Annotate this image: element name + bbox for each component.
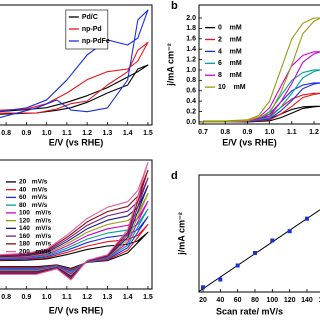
legend-label: 140 mV/s: [19, 225, 51, 232]
x-tick-label: 1.4: [123, 130, 133, 137]
cv-curve: [203, 17, 320, 123]
y-tick-label: 1.0: [186, 67, 196, 74]
x-tick-label: 120: [284, 297, 296, 304]
x-tick-label: 1.1: [287, 129, 297, 136]
x-tick-label: 1.2: [309, 129, 319, 136]
x-tick-label: 60: [234, 297, 242, 304]
legend-label: np-Pd: [82, 26, 102, 33]
cv-curve: [0, 185, 149, 277]
x-tick-label: 80: [251, 297, 259, 304]
data-point: [270, 238, 275, 243]
x-tick-label: 1.0: [42, 130, 52, 137]
legend-label: 6 mM: [218, 60, 242, 67]
legend-label: 20 mV/s: [19, 179, 48, 186]
legend-label: 80 mV/s: [19, 202, 48, 209]
legend-label: 100 mV/s: [19, 210, 51, 217]
panel-label: d: [171, 170, 178, 182]
legend-label: 2 mM: [218, 36, 242, 43]
data-point: [200, 285, 205, 290]
legend-label: np-PdFe: [82, 38, 110, 45]
data-point: [287, 229, 292, 234]
cv-curve: [0, 223, 149, 271]
x-axis-label: E/V (vs RHE): [222, 137, 277, 147]
x-tick-label: 0.9: [22, 294, 32, 301]
data-point: [218, 277, 223, 282]
legend-label: 8 mM: [218, 72, 242, 79]
plot-frame: [0, 159, 153, 290]
data-point: [252, 251, 257, 255]
legend-label: 60 mV/s: [19, 194, 48, 201]
legend-label: 180 mV/s: [19, 241, 51, 248]
x-axis-label: E/V (vs RHE): [49, 137, 104, 147]
x-tick-label: 0.8: [1, 294, 11, 301]
cv-curve: [0, 64, 149, 115]
y-tick-label: 0.4: [186, 98, 196, 105]
y-axis-label: j/mA cm⁻²: [165, 43, 175, 86]
legend-label: 200 mV/s: [19, 248, 51, 255]
cv-curve: [0, 208, 149, 273]
x-tick-label: 100: [266, 297, 278, 304]
x-tick-label: 0.8: [1, 130, 11, 137]
panel: [0, 9, 149, 119]
cv-curve: [0, 216, 149, 272]
cv-curve: [0, 169, 149, 280]
x-tick-label: 1.3: [103, 294, 113, 301]
plot-frame: [198, 174, 320, 293]
fit-line: [199, 209, 320, 292]
cv-curve: [0, 177, 149, 278]
x-tick-label: 1.5: [143, 130, 153, 137]
data-point: [235, 263, 240, 268]
legend-label: 160 mV/s: [19, 233, 51, 240]
legend-label: 120 mV/s: [19, 217, 51, 224]
y-tick-label: 0.8: [186, 77, 196, 84]
legend-label: 10 mM: [218, 84, 246, 91]
panel-label: b: [171, 0, 178, 12]
x-tick-label: 1.4: [123, 294, 133, 301]
y-tick-label: 0.0: [186, 119, 196, 126]
plot-frame: [198, 4, 320, 125]
y-tick-label: 1.2: [186, 56, 196, 63]
x-axis-label: E/V (vs RHE): [49, 305, 104, 315]
y-tick-label: 0.6: [186, 88, 196, 95]
cv-curve: [0, 162, 149, 281]
x-tick-label: 1.2: [82, 130, 92, 137]
y-tick-label: 0.2: [186, 108, 196, 115]
cv-curve: [0, 41, 149, 114]
panel: [0, 162, 149, 281]
x-tick-label: 1.3: [103, 130, 113, 137]
x-tick-label: 40: [216, 297, 224, 304]
data-point: [304, 216, 309, 221]
panel: [203, 17, 320, 123]
x-tick-label: 0.9: [243, 129, 253, 136]
legend-label: Pd/C: [82, 14, 98, 21]
x-tick-label: 160: [318, 297, 320, 304]
cv-curve: [0, 200, 149, 275]
y-tick-label: 2.0: [186, 15, 196, 22]
panel: [199, 209, 320, 292]
x-tick-label: 0.7: [198, 129, 208, 136]
x-tick-label: 1.2: [82, 294, 92, 301]
x-tick-label: 1.0: [42, 294, 52, 301]
x-tick-label: 140: [301, 297, 313, 304]
x-axis-label: Scan rate/ mV/s: [216, 306, 283, 316]
x-tick-label: 0.9: [22, 130, 32, 137]
legend-label: 4 mM: [218, 48, 242, 55]
cv-curve: [0, 231, 149, 269]
x-tick-label: 1.1: [62, 294, 72, 301]
x-tick-label: 20: [199, 297, 207, 304]
legend-label: 0 mM: [218, 24, 242, 31]
cv-curve: [0, 192, 149, 276]
x-tick-label: 1.1: [62, 130, 72, 137]
y-tick-label: 1.8: [186, 25, 196, 32]
x-tick-label: 1.5: [143, 294, 153, 301]
cv-curve: [0, 9, 149, 119]
y-tick-label: 1.6: [186, 36, 196, 43]
x-tick-label: 1.0: [265, 129, 275, 136]
y-axis-label: j/mA cm⁻²: [176, 212, 186, 255]
y-tick-label: 1.4: [186, 46, 196, 53]
plot-frame: [0, 4, 153, 126]
x-tick-label: 0.8: [220, 129, 230, 136]
legend-label: 40 mV/s: [19, 186, 48, 193]
